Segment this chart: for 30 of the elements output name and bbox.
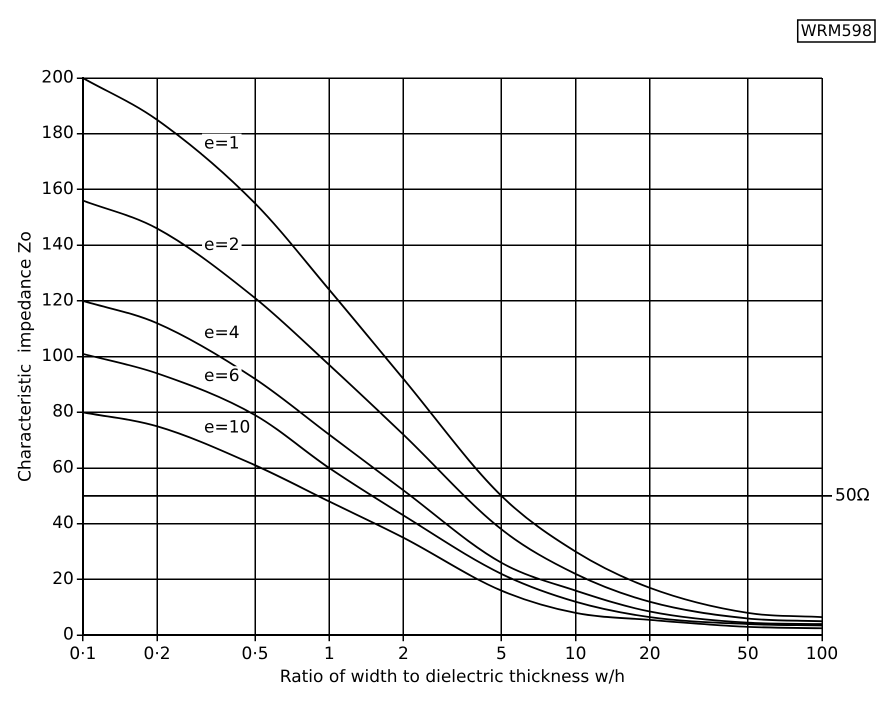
x-tick-label: 0·1 (69, 644, 96, 664)
y-tick-label: 200 (41, 67, 74, 88)
y-axis-title: Characteristic impedance Zo (16, 231, 36, 482)
series-label: e=4 (204, 322, 240, 343)
series-label: e=10 (204, 418, 250, 438)
x-tick-label: 100 (806, 644, 838, 664)
x-tick-label: 0·2 (143, 644, 171, 664)
y-tick-label: 100 (41, 346, 74, 366)
series-label: e=2 (204, 235, 240, 256)
y-tick-label: 140 (41, 234, 74, 255)
x-tick-label: 2 (398, 644, 409, 664)
x-tick-label: 1 (324, 644, 335, 664)
series-label: e=6 (204, 366, 240, 386)
text: WRM598 (800, 21, 872, 40)
y-tick-label: 160 (41, 178, 74, 199)
ref-line-label: 50Ω (835, 485, 870, 506)
y-tick-label: 40 (52, 513, 74, 534)
x-axis-title: Ratio of width to dielectric thickness w/h (280, 667, 626, 688)
y-tick-label: 20 (52, 568, 74, 589)
x-tick-label: 20 (638, 644, 661, 664)
y-tick-label: 0 (63, 624, 74, 645)
y-tick-label: 80 (52, 402, 74, 422)
x-tick-label: 0·5 (242, 644, 269, 664)
series-label: e=1 (204, 134, 240, 154)
y-tick-label: 180 (41, 123, 74, 144)
x-tick-label: 50 (737, 644, 759, 664)
y-tick-label: 120 (41, 290, 74, 310)
y-tick-label: 60 (52, 457, 74, 478)
x-tick-label: 5 (496, 644, 507, 664)
x-tick-label: 10 (564, 644, 586, 664)
